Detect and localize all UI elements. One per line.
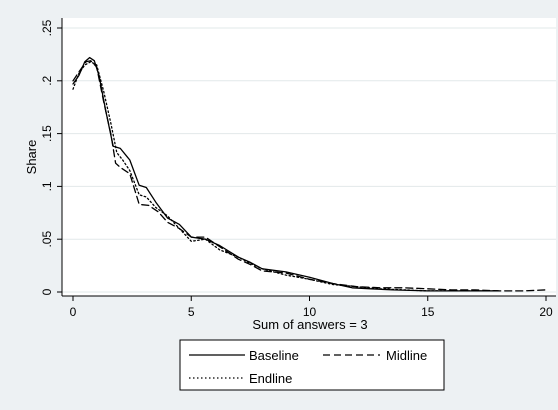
y-tick-label: .1 xyxy=(40,181,54,191)
legend-label-endline: Endline xyxy=(249,371,292,386)
y-tick-label: .25 xyxy=(40,19,54,36)
y-tick-label: .05 xyxy=(40,231,54,248)
x-axis: 0 5 10 15 20 xyxy=(70,296,553,319)
y-tick-label: 0 xyxy=(40,288,54,295)
legend-box xyxy=(179,339,445,391)
x-tick-label: 15 xyxy=(421,305,435,319)
series-line-endline xyxy=(72,61,500,292)
series-lines xyxy=(72,56,547,292)
x-tick-label: 0 xyxy=(70,305,77,319)
legend-label-midline: Midline xyxy=(386,348,427,363)
x-tick-label: 5 xyxy=(188,305,195,319)
y-axis-title: Share xyxy=(24,140,39,175)
x-tick-label: 20 xyxy=(539,305,553,319)
y-tick-label: .2 xyxy=(40,75,54,85)
plot-area xyxy=(62,18,556,296)
legend-label-baseline: Baseline xyxy=(249,348,299,363)
series-line-midline xyxy=(72,60,547,292)
y-axis: 0 .05 .1 .15 .2 .25 xyxy=(40,19,62,295)
legend: Baseline Midline Endline xyxy=(179,339,445,391)
x-tick-label: 10 xyxy=(303,305,317,319)
x-axis-title: Sum of answers = 3 xyxy=(252,317,367,332)
y-tick-label: .15 xyxy=(40,125,54,142)
